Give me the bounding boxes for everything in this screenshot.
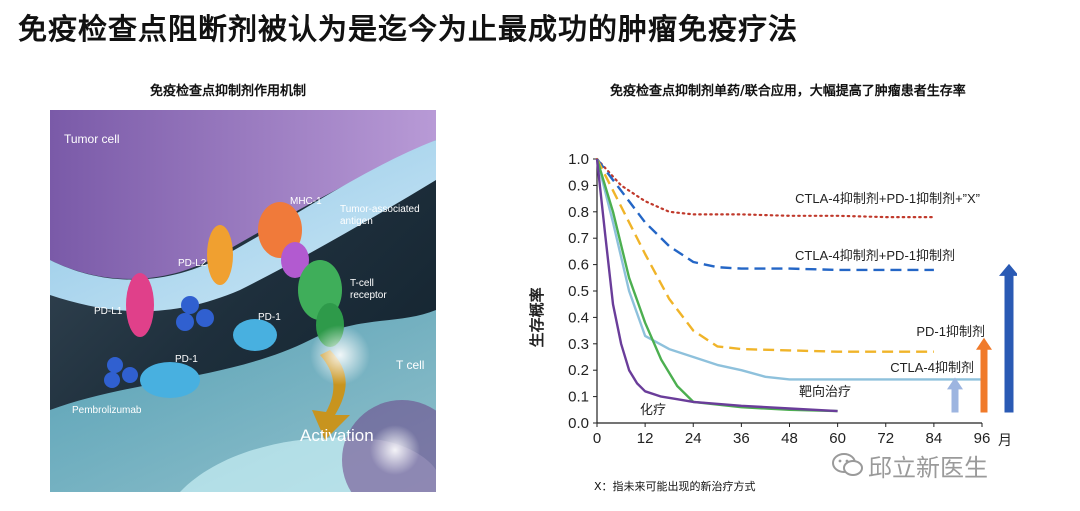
series-label-1: CTLA-4抑制剂+PD-1抑制剂 <box>795 248 955 263</box>
y-tick-label: 1.0 <box>568 151 589 168</box>
mechanism-illustration: Tumor cell MHC-1 Tumor-associated antige… <box>50 110 436 492</box>
series-label-3: CTLA-4抑制剂 <box>890 360 974 375</box>
y-tick-label: 0.6 <box>568 257 589 274</box>
mhc1-label: MHC-1 <box>290 196 322 207</box>
y-tick-label: 0.5 <box>568 283 589 300</box>
x-tick-label: 60 <box>829 430 846 447</box>
pembrolizumab-label: Pembrolizumab <box>72 405 142 416</box>
page-title: 免疫检查点阻断剂被认为是迄今为止最成功的肿瘤免疫疗法 <box>18 12 799 46</box>
y-tick-label: 0.9 <box>568 177 589 194</box>
pd-1-label-bottom: PD-1 <box>175 354 198 365</box>
y-tick-label: 0.2 <box>568 362 589 379</box>
series-line-4 <box>595 158 838 413</box>
mechanism-illustration-art <box>50 110 436 492</box>
series-line-0 <box>595 157 935 219</box>
series-label-2: PD-1抑制剂 <box>916 324 985 339</box>
y-tick-label: 0.1 <box>568 389 589 406</box>
tumor-cell-label: Tumor cell <box>64 132 120 146</box>
wechat-icon <box>832 453 863 476</box>
y-tick-label: 0.7 <box>568 230 589 247</box>
x-tick-label: 72 <box>877 430 894 447</box>
watermark: 邱立新医生 <box>868 454 988 482</box>
series-line-3 <box>595 158 982 381</box>
x-tick-label: 24 <box>685 430 702 447</box>
x-tick-label: 84 <box>926 430 943 447</box>
y-tick-label: 0.0 <box>568 415 589 432</box>
series-label-0: CTLA-4抑制剂+PD-1抑制剂+”X” <box>795 191 980 206</box>
survival-chart-svg: 0 12 24 36 48 60 72 84 96 0.0 0.1 0.2 0.3 0.4 0.5 0.6 0.… <box>528 151 1045 448</box>
tumor-antigen-label: Tumor-associated antigen <box>340 204 420 227</box>
series-label-4: 靶向治疗 <box>799 384 851 399</box>
y-tick-label: 0.4 <box>568 309 589 326</box>
footnote: X：指未来可能出现的新治疗方式 <box>594 480 756 493</box>
y-tick-label: 0.3 <box>568 336 589 353</box>
survival-chart: 0 12 24 36 48 60 72 84 96 0.0 0.1 0.2 0.3 0.4 0.5 0.6 0.… <box>522 130 1045 455</box>
left-panel-caption: 免疫检查点抑制剂作用机制 <box>150 84 307 99</box>
arrow-0 <box>947 377 963 413</box>
x-tick-label: 96 <box>974 430 991 447</box>
arrow-2 <box>999 263 1019 413</box>
activation-label: Activation <box>300 426 374 445</box>
tcell-receptor-label: T-cell receptor <box>350 278 387 301</box>
pd-l2-label: PD-L2 <box>178 258 207 269</box>
y-tick-label: 0.8 <box>568 204 589 221</box>
pd-l1-label: PD-L1 <box>94 306 123 317</box>
x-tick-label: 0 <box>593 430 601 447</box>
x-tick-label: 36 <box>733 430 750 447</box>
series-line-2 <box>595 158 934 353</box>
t-cell-label: T cell <box>396 358 425 372</box>
x-tick-label: 12 <box>637 430 654 447</box>
y-axis-label: 生存概率 <box>528 287 546 347</box>
arrow-1 <box>976 337 992 413</box>
series-label-5: 化疗 <box>640 402 666 417</box>
chart-title: 免疫检查点抑制剂单药/联合应用，大幅提高了肿瘤患者生存率 <box>610 84 966 99</box>
series-line-5 <box>595 158 838 413</box>
x-axis-label: 月 <box>998 432 1012 448</box>
x-tick-label: 48 <box>781 430 798 447</box>
pd-1-label-top: PD-1 <box>258 312 281 323</box>
